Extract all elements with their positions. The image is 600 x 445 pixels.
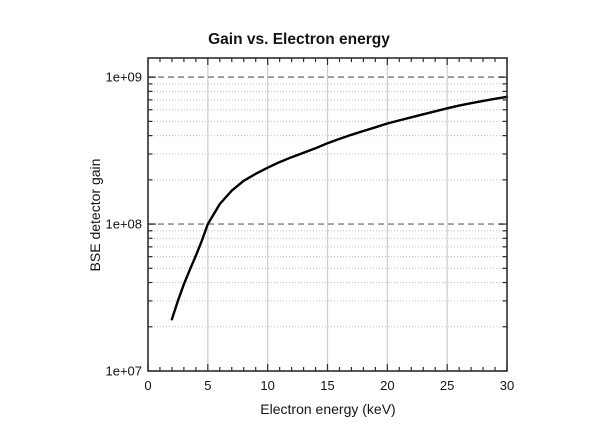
y-tick-label: 1e+07	[105, 364, 142, 379]
x-axis-label: Electron energy (keV)	[260, 401, 395, 417]
gain-curve	[170, 95, 509, 321]
x-tick-label: 30	[500, 378, 514, 393]
x-tick-label: 25	[440, 378, 454, 393]
x-tick-label: 0	[144, 378, 151, 393]
x-tick-label: 20	[380, 378, 394, 393]
y-tick-label: 1e+09	[105, 70, 142, 85]
y-axis-label: BSE detector gain	[87, 159, 103, 272]
x-tick-label: 5	[204, 378, 211, 393]
y-tick-label: 1e+08	[105, 217, 142, 232]
x-tick-label: 15	[320, 378, 334, 393]
chart-title: Gain vs. Electron energy	[208, 31, 390, 48]
x-axis-tick-labels: 0 5 10 15 20 25 30	[144, 378, 514, 393]
y-axis-tick-labels: 1e+07 1e+08 1e+09	[105, 70, 142, 379]
x-tick-label: 10	[260, 378, 274, 393]
plot-area	[147, 57, 509, 372]
